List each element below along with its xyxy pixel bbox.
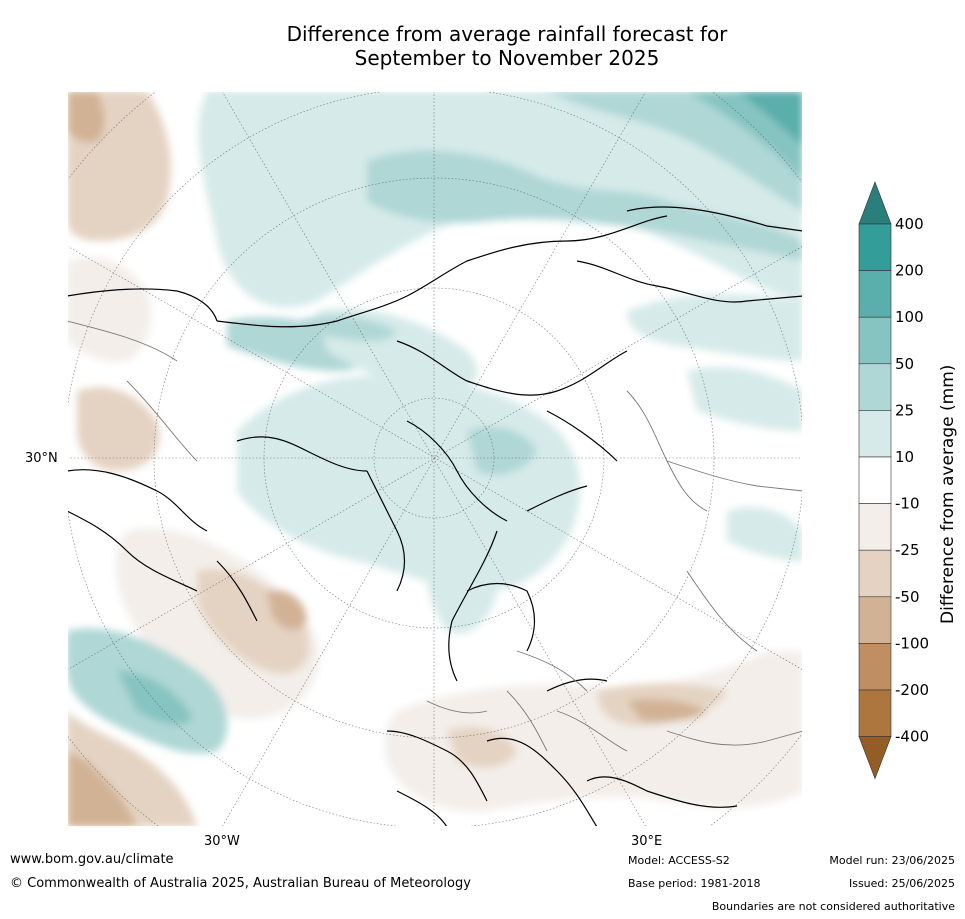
colorbar-tick-label: 100 — [895, 308, 924, 326]
colorbar-tick-label: 25 — [895, 401, 914, 419]
disclaimer-text: Boundaries are not considered authoritat… — [711, 900, 955, 913]
colorbar-box — [858, 410, 892, 458]
website-link[interactable]: www.bom.gov.au/climate — [10, 852, 174, 867]
colorbar-box — [858, 689, 892, 737]
colorbar-ticks: 400 200 100 50 25 10 -10 -25 -50 -100 -200 -400 — [895, 215, 929, 746]
colorbar-extend-bottom — [858, 736, 892, 780]
map-title: Difference from average rainfall forecas… — [0, 22, 965, 70]
colorbar-tick-label: 200 — [895, 262, 924, 280]
copyright-text: © Commonwealth of Australia 2025, Austra… — [10, 876, 471, 891]
colorbar-tick-label: -400 — [895, 728, 929, 746]
issued-text: Issued: 25/06/2025 — [848, 877, 955, 890]
colorbar-tick-label: 50 — [895, 355, 914, 373]
colorbar-tick-label: 10 — [895, 448, 914, 466]
model-run-text: Model run: 23/06/2025 — [829, 854, 955, 867]
colorbar-box — [858, 223, 892, 271]
country-borders — [67, 320, 803, 752]
colorbar-box — [858, 456, 892, 504]
colorbar-box — [858, 503, 892, 551]
colorbar-extend-top — [858, 181, 892, 225]
coastlines — [67, 206, 803, 827]
title-line-2: September to November 2025 — [354, 46, 660, 70]
graticule — [67, 91, 803, 827]
colorbar-tick-label: 400 — [895, 215, 924, 233]
title-line-1: Difference from average rainfall forecas… — [286, 22, 728, 46]
lon-label-30w: 30°W — [204, 834, 240, 849]
colorbar: 400 200 100 50 25 10 -10 -25 -50 -100 -200 -400 — [858, 181, 929, 780]
colorbar-box — [858, 643, 892, 691]
colorbar-label: Difference from average (mm) — [938, 364, 958, 624]
colorbar-tick-label: -10 — [895, 495, 920, 513]
model-text: Model: ACCESS-S2 — [628, 854, 730, 867]
colorbar-boxes — [858, 181, 892, 780]
colorbar-box — [858, 316, 892, 365]
lon-label-30e: 30°E — [631, 834, 663, 849]
rainfall-map — [67, 91, 803, 827]
colorbar-tick-label: -50 — [895, 588, 920, 606]
colorbar-box — [858, 549, 892, 598]
lat-label-30n: 30°N — [25, 451, 58, 466]
colorbar-box — [858, 270, 892, 318]
colorbar-tick-label: -25 — [895, 541, 920, 559]
colorbar-tick-label: -200 — [895, 681, 929, 699]
colorbar-box — [858, 596, 892, 644]
base-period-text: Base period: 1981-2018 — [628, 877, 761, 890]
colorbar-tick-label: -100 — [895, 634, 929, 652]
anomaly-shading — [67, 91, 803, 827]
colorbar-box — [858, 363, 892, 411]
